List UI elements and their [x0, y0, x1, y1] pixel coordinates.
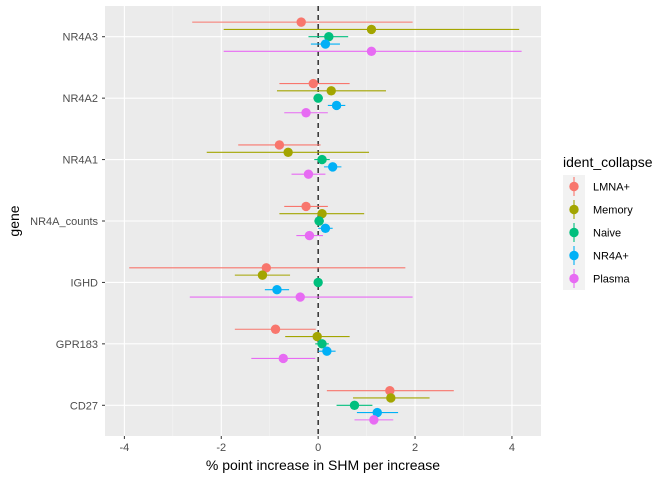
estimate-point	[274, 140, 285, 150]
estimate-point	[272, 285, 282, 295]
x-axis: -4 -2 0 2 4	[119, 436, 515, 454]
estimate-point	[320, 39, 331, 49]
legend-label: Plasma	[593, 274, 631, 286]
legend-key-point	[569, 273, 579, 284]
y-tick-label: NR4A1	[63, 155, 98, 167]
legend-label: NR4A+	[593, 251, 629, 263]
estimate-point	[331, 100, 342, 111]
estimate-point	[372, 407, 382, 418]
x-tick-label: 2	[412, 442, 418, 454]
y-tick-label: GPR183	[56, 339, 98, 351]
estimate-point	[261, 263, 272, 273]
legend-label: Naive	[593, 228, 621, 240]
estimate-point	[369, 415, 379, 425]
point-range-marks	[129, 17, 522, 425]
estimate-point	[317, 339, 327, 349]
estimate-point	[312, 331, 322, 342]
estimate-point	[301, 108, 311, 118]
estimate-point	[301, 201, 311, 212]
estimate-point	[386, 393, 396, 403]
estimate-point	[295, 292, 305, 302]
legend-key-point	[569, 227, 579, 238]
estimate-point	[317, 209, 327, 219]
estimate-point	[314, 216, 324, 226]
legend-title: ident_collapse	[563, 154, 653, 170]
legend-label: LMNA+	[593, 182, 630, 194]
y-axis: NR4A3 NR4A2 NR4A1 NR4A_counts IGHD GPR183 CD27	[30, 32, 105, 412]
estimate-point	[283, 147, 293, 157]
estimate-point	[304, 230, 315, 241]
estimate-point	[320, 223, 331, 233]
y-tick-label: IGHD	[71, 277, 99, 289]
estimate-point	[327, 162, 338, 172]
estimate-point	[308, 78, 319, 89]
estimate-point	[324, 32, 334, 42]
estimate-point	[278, 353, 288, 364]
x-tick-label: -4	[119, 442, 129, 454]
x-tick-label: 4	[509, 442, 515, 454]
estimate-point	[303, 169, 314, 179]
estimate-point	[366, 24, 377, 35]
legend-key-point	[569, 250, 579, 261]
y-tick-label: NR4A_counts	[30, 216, 98, 228]
x-axis-title: % point increase in SHM per increase	[206, 457, 440, 473]
legend-key-point	[569, 181, 579, 192]
legend-key-point	[569, 204, 579, 215]
y-tick-label: CD27	[70, 400, 98, 412]
legend-label: Memory	[593, 205, 633, 217]
y-tick-label: NR4A3	[63, 32, 98, 44]
y-tick-label: NR4A2	[63, 93, 98, 105]
estimate-point	[349, 400, 360, 410]
estimate-point	[322, 346, 332, 356]
estimate-point	[270, 324, 281, 334]
estimate-point	[317, 154, 327, 165]
estimate-point	[326, 86, 336, 96]
estimate-point	[385, 385, 395, 396]
legend: ident_collapse LMNA+ Memory Naive NR4A+ Plas…	[563, 154, 653, 290]
estimate-point	[296, 17, 306, 27]
estimate-point	[257, 270, 268, 280]
estimate-point	[313, 93, 323, 103]
estimate-point	[313, 277, 323, 288]
estimate-point	[366, 46, 377, 57]
y-axis-title: gene	[6, 205, 22, 236]
x-tick-label: -2	[216, 442, 226, 454]
x-tick-label: 0	[315, 442, 321, 454]
